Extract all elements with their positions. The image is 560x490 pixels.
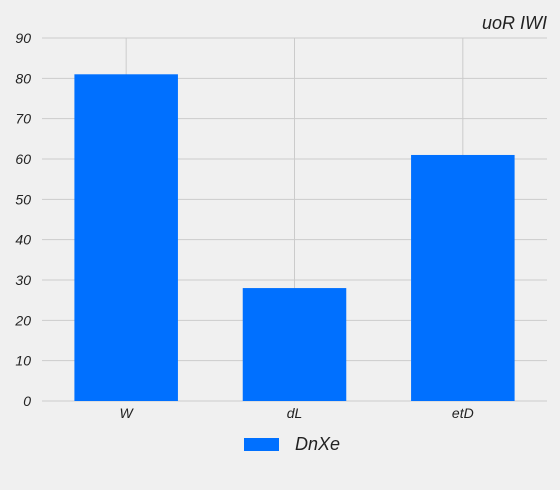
legend: DnXe: [244, 434, 340, 455]
y-tick-label: 0: [23, 393, 31, 409]
bar-etD: [411, 154, 515, 401]
x-tick-label: dL: [287, 405, 303, 421]
x-tick-label: etD: [452, 405, 474, 421]
y-tick-label: 50: [15, 191, 31, 207]
bar-W: [74, 74, 178, 402]
x-tick-label: W: [120, 405, 135, 421]
y-tick-label: 80: [15, 70, 31, 86]
legend-label: DnXe: [295, 434, 341, 454]
y-tick-label: 20: [14, 312, 31, 328]
bar-dL: [242, 288, 347, 401]
y-tick-label: 40: [15, 232, 31, 248]
y-tick-label: 90: [15, 30, 31, 46]
y-tick-label: 10: [15, 353, 31, 369]
chart-title: uoR IWI: [481, 13, 547, 33]
y-tick-label: 60: [15, 151, 31, 167]
y-tick-label: 70: [15, 111, 31, 127]
y-tick-label: 30: [15, 272, 31, 288]
legend-swatch: [244, 438, 279, 451]
